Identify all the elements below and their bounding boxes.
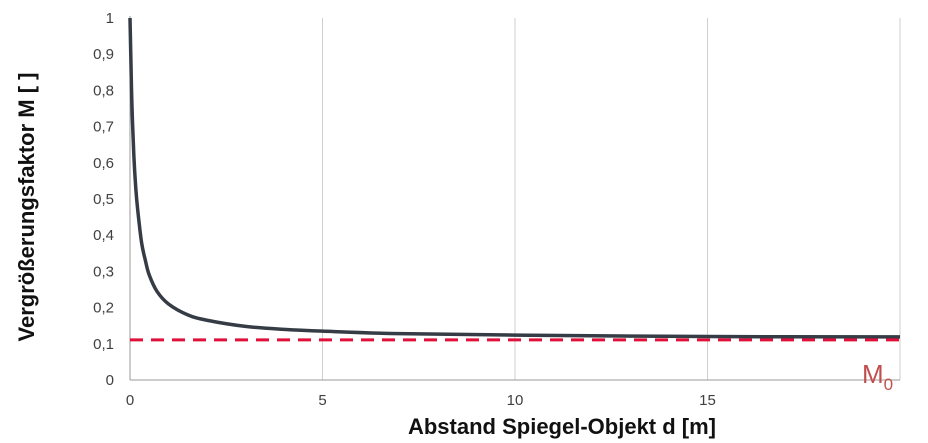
y-tick-label: 0,9: [93, 46, 114, 63]
y-tick-label: 0,2: [93, 300, 114, 317]
series-layer: [128, 17, 901, 342]
x-tick-label: 5: [318, 392, 326, 409]
y-tick-label: 0,8: [93, 82, 114, 99]
series-line-solid: [128, 17, 901, 339]
y-tick-label: 0,3: [93, 263, 114, 280]
y-axis-title: Vergrößerungsfaktor M [ ]: [14, 73, 39, 342]
x-tick-label: 15: [699, 392, 716, 409]
x-axis-title: Abstand Spiegel-Objekt d [m]: [408, 414, 716, 439]
y-tick-label: 0,7: [93, 119, 114, 136]
y-tick-label: 0,4: [93, 227, 114, 244]
y-tick-label: 0,6: [93, 155, 114, 172]
m0-annotation-base: M: [862, 359, 884, 389]
m0-annotation-subscript: 0: [884, 375, 893, 394]
x-tick-label: 0: [126, 392, 134, 409]
y-tick-label: 0,1: [93, 336, 114, 353]
tick-labels: 00,10,20,30,40,50,60,70,80,910 5 10 15: [93, 10, 716, 409]
grid-lines: [322, 18, 901, 380]
m0-annotation: M0: [862, 359, 893, 394]
y-tick-label: 0: [106, 372, 114, 389]
x-tick-label: 10: [507, 392, 524, 409]
y-tick-label: 1: [106, 10, 114, 27]
y-tick-label: 0,5: [93, 191, 114, 208]
